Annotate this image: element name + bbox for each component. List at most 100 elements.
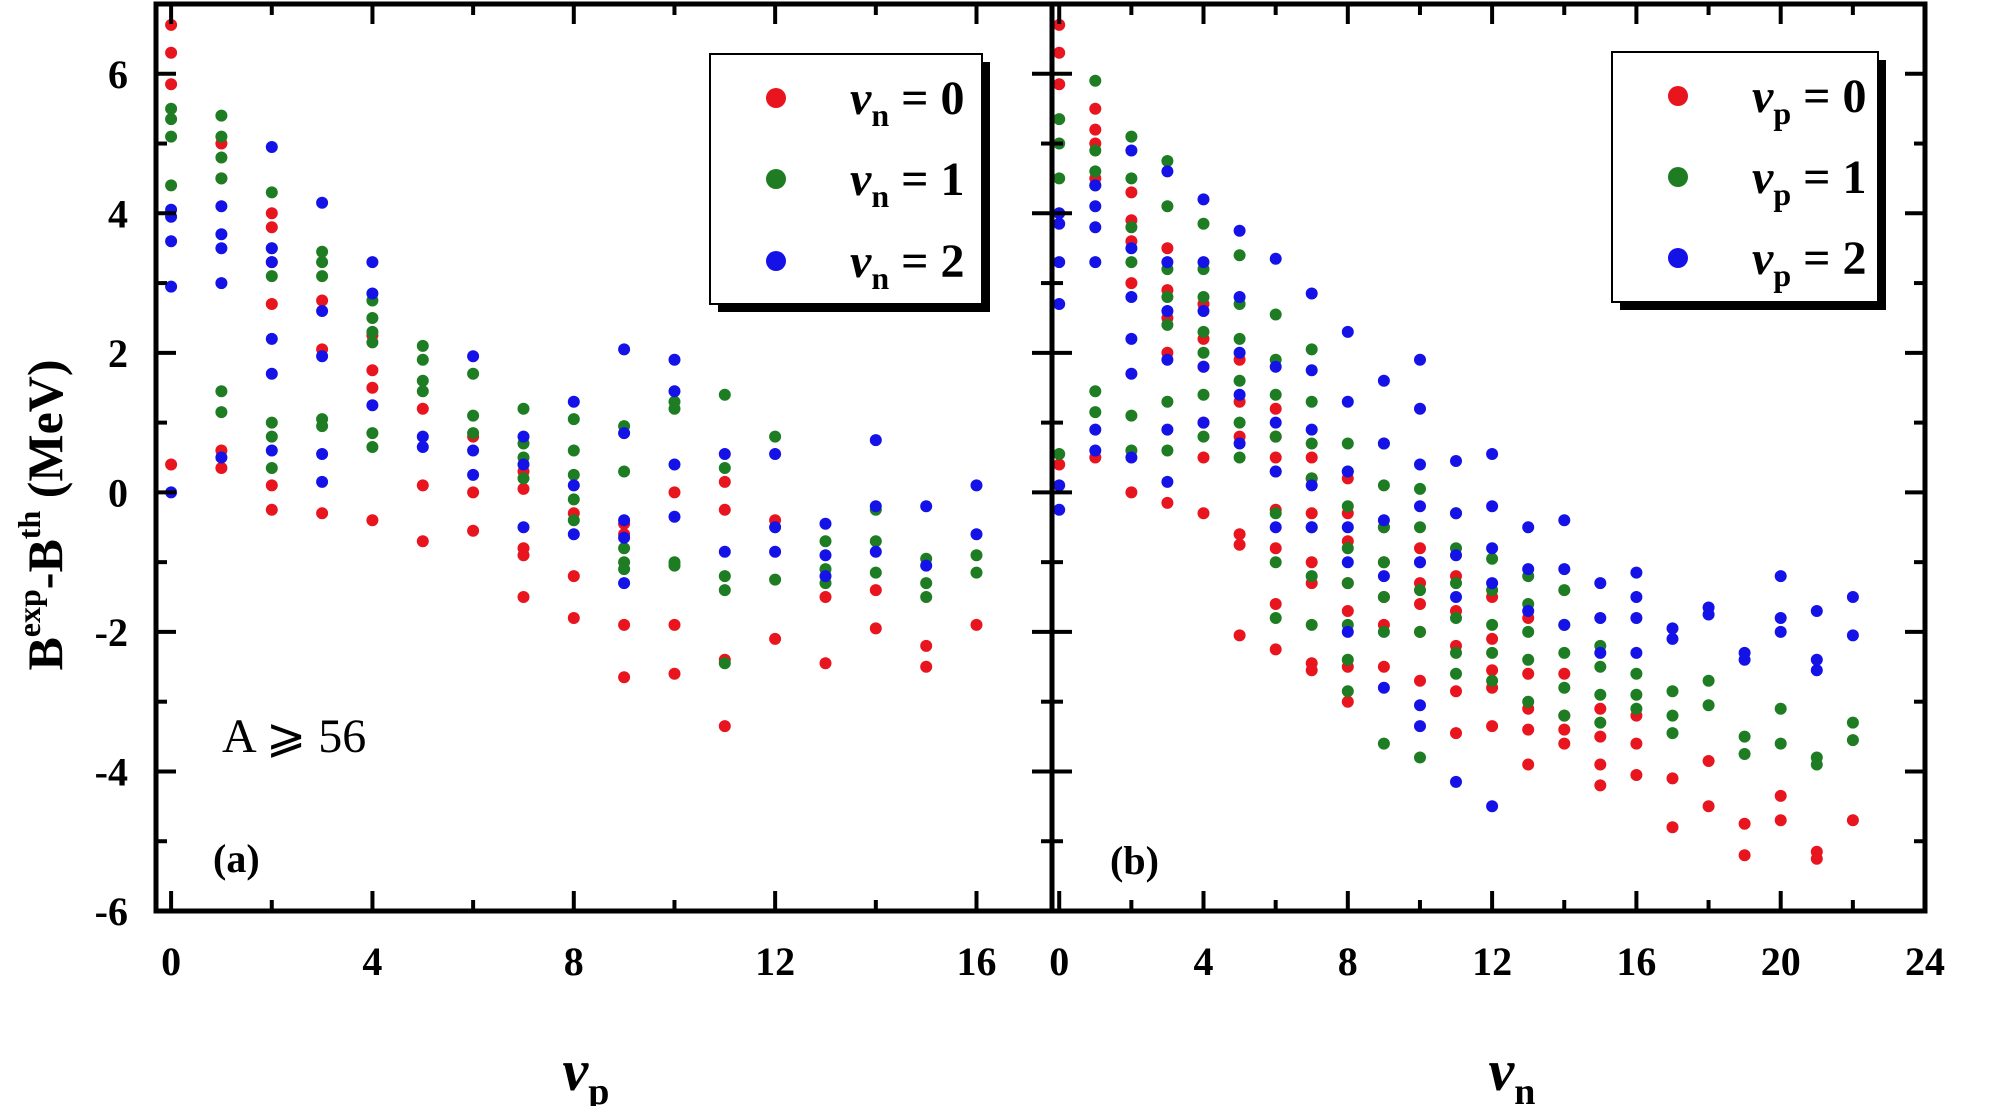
panel-b-point-s1-75: [1450, 612, 1462, 624]
panel-a-point-s2-27: [467, 444, 480, 457]
panel-a-ytick-labels: -6 -4 -2 0 2 4 6: [95, 52, 128, 934]
panel-b-point-s2-81: [1630, 566, 1643, 579]
panel-a-point-s0-31: [517, 591, 530, 603]
panel-b-legend-sub-1: p: [1773, 176, 1791, 212]
panel-a-point-s1-34: [517, 402, 530, 415]
panel-b-point-s2-53: [1377, 570, 1390, 583]
panel-b-point-s1-6: [1089, 165, 1102, 178]
panel-b-point-s2-78: [1594, 577, 1607, 590]
panel-a-point-s0-11: [265, 298, 278, 310]
panel-b-point-s1-44: [1305, 343, 1318, 356]
panel-a-point-s1-1: [165, 113, 178, 126]
panel-b-point-s2-50: [1377, 374, 1390, 387]
panel-b-point-s2-8: [1089, 221, 1102, 234]
panel-b-legend-label-1: νp = 1: [1752, 151, 1866, 212]
panel-b-point-s1-78: [1486, 552, 1499, 565]
panel-b-xtick-20: 20: [1761, 939, 1801, 984]
panel-a-point-s2-26: [467, 350, 480, 363]
panel-b-legend-label-0: νp = 0: [1752, 70, 1866, 131]
panel-b-point-s2-43: [1305, 521, 1318, 534]
panel-b-point-s2-54: [1377, 681, 1390, 694]
panel-b-point-s2-96: [1810, 664, 1823, 677]
panel-a-x-axis-label: νp: [563, 1038, 610, 1106]
panel-b-point-s1-60: [1377, 479, 1390, 492]
panel-a-point-s2-54: [869, 545, 882, 558]
panel-b-point-s2-85: [1666, 622, 1679, 635]
panel-b-point-s2-42: [1305, 479, 1318, 492]
panel-b-point-s0-24: [1197, 507, 1210, 520]
panel-b-point-s2-45: [1341, 395, 1354, 408]
panel-a-point-s2-6: [215, 228, 228, 241]
panel-b-point-s1-92: [1558, 709, 1571, 722]
panel-a-point-s0-16: [316, 507, 329, 520]
panel-b-point-s2-97: [1846, 591, 1859, 603]
panel-a-point-s0-14: [316, 294, 329, 307]
panel-b-point-s2-64: [1450, 549, 1462, 562]
panel-b-point-s1-80: [1486, 618, 1499, 631]
panel-b-point-s0-23: [1197, 451, 1210, 464]
panel-b-point-s2-61: [1414, 720, 1426, 733]
panel-b-point-s2-69: [1486, 542, 1499, 555]
panel-b-point-s2-90: [1738, 653, 1751, 666]
panel-a-point-s1-23: [366, 325, 379, 338]
panel-b-xtick-24: 24: [1905, 939, 1945, 984]
panel-b-point-s2-3: [1053, 298, 1066, 310]
panel-b-legend-val-2: = 2: [1791, 232, 1866, 285]
panel-b-point-s2-46: [1341, 465, 1354, 478]
panel-a-point-s2-33: [567, 479, 580, 492]
panel-b-point-s0-73: [1522, 667, 1535, 680]
panel-a-point-s2-42: [668, 458, 681, 471]
panel-b-point-s1-46: [1305, 437, 1318, 450]
panel-b-point-s0-59: [1414, 598, 1426, 610]
panel-b-point-s2-24: [1197, 193, 1210, 206]
panel-b-legend-marker-2: [1668, 248, 1688, 268]
panel-b-point-s1-53: [1341, 500, 1354, 513]
panel-a-legend-val-1: = 1: [889, 153, 964, 206]
panel-b-point-s0-41: [1305, 556, 1318, 569]
panel-b-point-s1-74: [1450, 577, 1462, 590]
panel-b-point-s0-49: [1341, 605, 1354, 617]
panel-b-point-s2-41: [1305, 423, 1318, 436]
panel-b-label: (b): [1110, 838, 1159, 883]
panel-b-point-s2-44: [1341, 325, 1354, 338]
panel-b-point-s1-17: [1161, 200, 1174, 213]
panel-b-point-s1-38: [1269, 388, 1282, 401]
panel-b-point-s2-2: [1053, 256, 1066, 269]
panel-a-point-s0-12: [265, 479, 278, 492]
panel-b-point-s1-88: [1558, 584, 1571, 597]
panel-a-point-s0-13: [265, 503, 278, 516]
panel-a-point-s0-23: [416, 535, 429, 548]
panel-b-point-s2-86: [1666, 632, 1679, 645]
panel-b-point-s2-39: [1305, 287, 1318, 300]
panel-b-point-s1-106: [1738, 748, 1751, 760]
panel-a-point-s0-49: [819, 657, 832, 670]
panel-a-xtick-8: 8: [564, 939, 584, 984]
panel-b-point-s0-79: [1558, 723, 1571, 736]
panel-a-point-s2-9: [215, 451, 228, 464]
panel-a-point-s2-48: [769, 545, 782, 558]
panel-a-point-s0-54: [970, 618, 983, 631]
panel-a-points: [165, 18, 983, 733]
panel-a-point-s2-13: [265, 332, 278, 345]
panel-b-point-s2-58: [1414, 500, 1426, 513]
panel-b-point-s1-4: [1089, 74, 1102, 87]
panel-a-point-s1-12: [265, 270, 278, 283]
panel-a-point-s2-44: [718, 448, 731, 460]
panel-b-legend-sub-2: p: [1773, 257, 1791, 293]
panel-b-point-s0-69: [1486, 664, 1499, 677]
panel-a-point-s0-47: [769, 632, 782, 645]
panel-a-point-s0-45: [718, 720, 731, 733]
panel-b-point-s2-16: [1125, 367, 1138, 380]
panel-b-point-s0-90: [1702, 755, 1715, 767]
panel-b-point-s2-66: [1450, 775, 1462, 788]
panel-b-point-s2-23: [1161, 475, 1174, 488]
panel-a-point-s1-18: [316, 270, 329, 283]
panel-b-point-s1-65: [1377, 737, 1390, 750]
panel-b-point-s1-100: [1666, 685, 1679, 698]
panel-b-legend: νp = 0 νp = 1 νp = 2: [1668, 70, 1866, 293]
panel-a-point-s0-2: [165, 78, 178, 91]
panel-a-point-s1-66: [920, 577, 933, 590]
panel-b-point-s0-33: [1269, 451, 1282, 464]
panel-a-point-s1-52: [718, 388, 731, 401]
panel-b-point-s2-52: [1377, 514, 1390, 527]
